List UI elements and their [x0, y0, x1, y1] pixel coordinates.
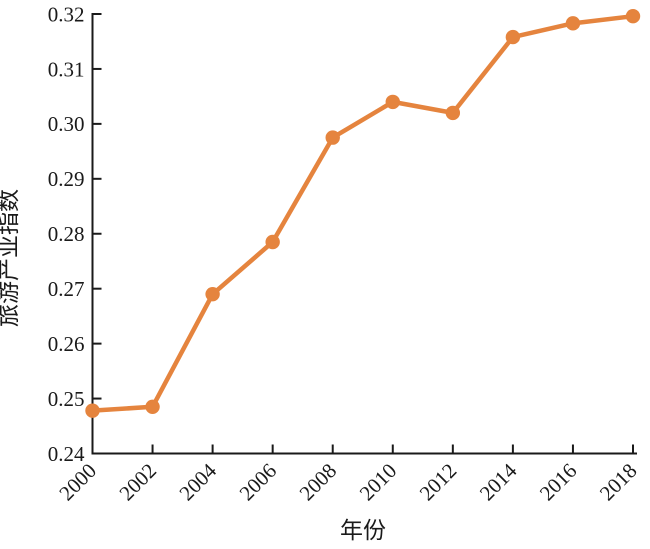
- x-tick-label: 2004: [174, 458, 221, 505]
- y-axis-ticks: [92, 13, 102, 455]
- x-tick-label: 2012: [415, 459, 462, 506]
- data-point: [145, 399, 160, 415]
- x-tick-label: 2008: [295, 459, 342, 506]
- y-tick-label: 0.29: [48, 167, 85, 191]
- data-point: [265, 234, 280, 250]
- y-tick-label: 0.27: [48, 277, 85, 301]
- x-tick-label: 2002: [114, 459, 161, 506]
- data-point: [205, 286, 220, 302]
- data-point: [565, 16, 581, 31]
- data-point: [625, 8, 641, 24]
- x-tick-label: 2018: [595, 459, 642, 506]
- y-tick-label: 0.31: [48, 57, 85, 81]
- y-tick-label: 0.25: [48, 387, 85, 411]
- y-tick-label: 0.28: [48, 222, 85, 246]
- x-tick-label: 2010: [355, 459, 402, 506]
- data-point: [325, 130, 340, 145]
- y-tick-label: 0.30: [48, 112, 85, 136]
- data-point: [505, 29, 521, 45]
- x-tick-label: 2014: [475, 458, 522, 505]
- x-axis-tick-labels: 2000 2002 2004 2006 2008 2010 2012 2014 2016 2018: [54, 458, 641, 505]
- data-point: [85, 403, 100, 418]
- data-point: [385, 94, 400, 110]
- y-tick-label: 0.32: [48, 2, 85, 26]
- series-line: [90, 13, 636, 413]
- y-tick-label: 0.24: [48, 442, 85, 466]
- data-point: [445, 105, 461, 121]
- data-series: [85, 8, 641, 418]
- y-axis-title: 旅游产业指数: [0, 189, 21, 327]
- x-tick-label: 2006: [235, 459, 282, 506]
- x-axis-title: 年份: [340, 518, 386, 543]
- y-tick-label: 0.26: [48, 332, 85, 356]
- axis-lines: [91, 13, 637, 455]
- x-axis-ticks: [91, 444, 634, 454]
- y-axis-tick-labels: 0.24 0.25 0.26 0.27 0.28 0.29 0.30 0.31 0.32: [48, 2, 85, 466]
- x-tick-label: 2016: [535, 459, 582, 506]
